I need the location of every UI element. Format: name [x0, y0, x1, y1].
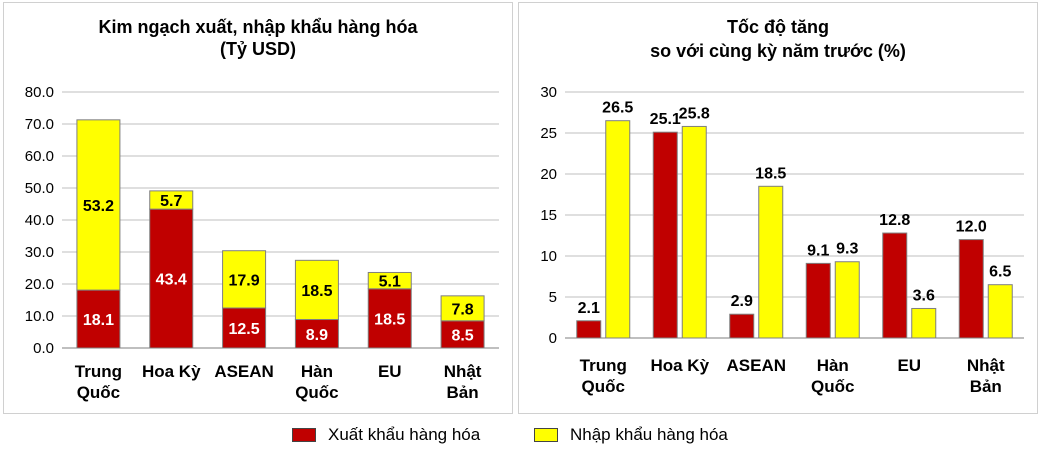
y-tick-label: 40.0: [25, 212, 54, 229]
right-chart-title-line2: so với cùng kỳ năm trước (%): [650, 41, 906, 61]
import-bar: [834, 261, 860, 339]
data-label: 6.5: [989, 264, 1011, 281]
data-label: 18.1: [83, 312, 114, 329]
y-tick-label: 20: [540, 166, 557, 183]
y-tick-label: 5: [549, 289, 557, 306]
export-bar: [882, 232, 908, 339]
left-chart-panel: Kim ngạch xuất, nhập khẩu hàng hóa (Tỷ U…: [3, 2, 513, 414]
data-label: 2.1: [578, 300, 600, 317]
import-bar-segment: [222, 250, 267, 309]
x-category-label: Trung: [75, 362, 122, 381]
right-chart-panel: Tốc độ tăng so với cùng kỳ năm trước (%)…: [518, 2, 1038, 414]
import-bar: [911, 307, 937, 339]
data-label: 25.1: [650, 111, 681, 128]
legend-label-import: Nhập khẩu hàng hóa: [570, 425, 728, 444]
data-label: 5.1: [379, 274, 401, 291]
right-chart-svg: 0 5 10 15 20 25 30 Trung Quốc Hoa Kỳ ASEAN Hàn Quốc E…: [540, 84, 1024, 396]
chart-legend: Xuất khẩu hàng hóa Nhập khẩu hàng hóa: [0, 425, 1039, 455]
import-bar-segment: [76, 119, 121, 291]
x-category-label: Hoa Kỳ: [650, 356, 709, 375]
data-label: 43.4: [156, 272, 187, 289]
left-chart-title-line1: Kim ngạch xuất, nhập khẩu hàng hóa: [98, 17, 418, 37]
x-category-label: Nhật: [444, 362, 482, 381]
left-chart-svg: 0.0 10.0 20.0 30.0 40.0 50.0 60.0 70.0 80.0 Trung…: [25, 84, 499, 402]
y-tick-label: 80.0: [25, 84, 54, 101]
data-label: 18.5: [755, 165, 786, 182]
y-tick-label: 30: [540, 84, 557, 101]
y-tick-label: 20.0: [25, 276, 54, 293]
data-label: 2.9: [731, 293, 753, 310]
data-label: 18.5: [374, 311, 405, 328]
right-chart-title-line1: Tốc độ tăng: [727, 17, 829, 37]
legend-item-export: Xuất khẩu hàng hóa: [292, 425, 480, 445]
data-label: 9.1: [807, 242, 829, 259]
x-category-label: EU: [378, 362, 402, 381]
data-label: 26.5: [602, 100, 633, 117]
export-bar-segment: [76, 289, 121, 349]
import-bar-segment: [440, 295, 485, 322]
import-bar: [758, 185, 784, 339]
data-label: 12.5: [229, 321, 260, 338]
y-tick-label: 10.0: [25, 308, 54, 325]
import-bar-segment: [294, 259, 339, 321]
import-bar: [681, 125, 707, 339]
export-bar: [729, 313, 755, 339]
x-category-label: Hàn: [301, 362, 333, 381]
x-category-label: Nhật: [967, 356, 1005, 375]
export-bar: [805, 262, 831, 339]
export-bar-segment: [440, 320, 485, 349]
y-tick-label: 0.0: [33, 340, 54, 357]
export-bar-segment: [222, 307, 267, 349]
x-category-label: ASEAN: [214, 362, 274, 381]
data-label: 25.8: [679, 105, 710, 122]
x-category-label: EU: [897, 356, 921, 375]
data-label: 5.7: [160, 193, 182, 210]
y-tick-label: 0: [549, 330, 557, 347]
data-label: 12.8: [879, 212, 910, 229]
y-tick-label: 30.0: [25, 244, 54, 261]
y-tick-label: 70.0: [25, 116, 54, 133]
data-label: 12.0: [956, 219, 987, 236]
x-category-label: ASEAN: [726, 356, 786, 375]
data-label: 8.5: [451, 327, 473, 344]
legend-label-export: Xuất khẩu hàng hóa: [328, 425, 481, 444]
import-bar-segment: [367, 271, 412, 290]
data-label: 18.5: [301, 283, 332, 300]
legend-swatch-import: [534, 428, 558, 442]
import-bar: [605, 120, 631, 339]
data-label: 53.2: [83, 198, 114, 215]
import-bar: [987, 284, 1013, 339]
x-category-label: Hàn: [817, 356, 849, 375]
y-tick-label: 60.0: [25, 148, 54, 165]
x-category-label: Bản: [970, 377, 1002, 396]
export-bar: [652, 131, 678, 339]
export-bar: [576, 320, 602, 339]
x-category-label: Quốc: [295, 383, 338, 402]
x-category-label: Hoa Kỳ: [142, 362, 201, 381]
export-bar-segment: [149, 208, 194, 349]
left-chart-title-line2: (Tỷ USD): [220, 39, 296, 59]
data-label: 7.8: [451, 301, 473, 318]
x-category-label: Quốc: [77, 383, 120, 402]
data-label: 8.9: [306, 327, 328, 344]
legend-item-import: Nhập khẩu hàng hóa: [534, 425, 728, 445]
data-label: 17.9: [229, 272, 260, 289]
y-tick-label: 25: [540, 125, 557, 142]
legend-swatch-export: [292, 428, 316, 442]
x-category-label: Quốc: [582, 377, 625, 396]
y-tick-label: 10: [540, 248, 557, 265]
y-tick-label: 50.0: [25, 180, 54, 197]
export-bar: [958, 239, 984, 339]
data-label: 3.6: [913, 287, 935, 304]
y-tick-label: 15: [540, 207, 557, 224]
data-label: 9.3: [836, 241, 858, 258]
x-category-label: Bản: [447, 383, 479, 402]
x-category-label: Trung: [580, 356, 627, 375]
import-bar-segment: [149, 190, 194, 210]
x-category-label: Quốc: [811, 377, 854, 396]
